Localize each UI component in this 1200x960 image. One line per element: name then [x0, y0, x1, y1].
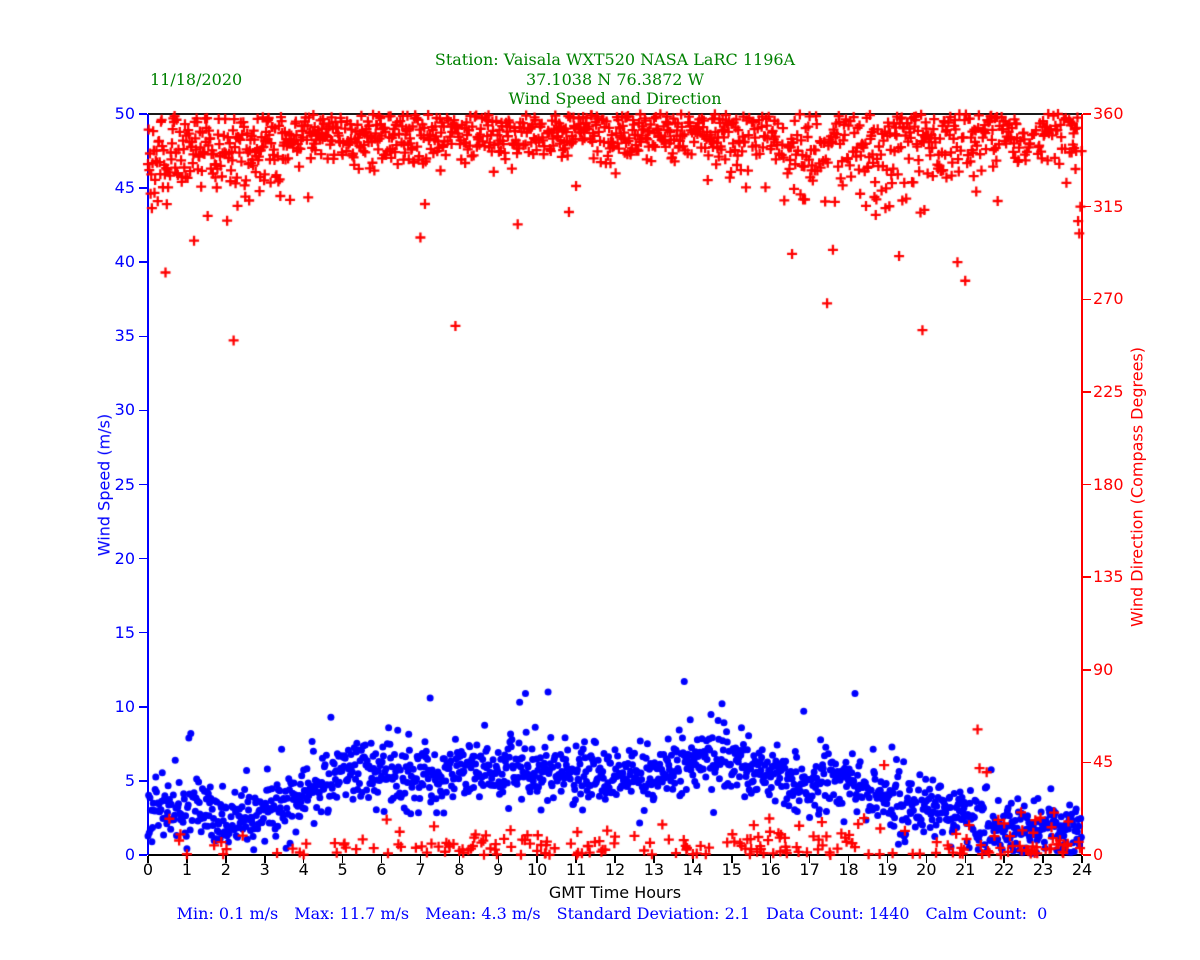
x-axis-label: GMT Time Hours [548, 883, 682, 902]
stats-line: Min: 0.1 m/s Max: 11.7 m/s Mean: 4.3 m/s St… [0, 904, 1200, 923]
stat-calm-count: Calm Count: 0 [925, 904, 1048, 923]
stat-std: Standard Deviation: 2.1 [556, 904, 751, 923]
stat-mean: Mean: 4.3 m/s [425, 904, 541, 923]
stat-data-count: Data Count: 1440 [766, 904, 910, 923]
stat-min: Min: 0.1 m/s [176, 904, 279, 923]
y-left-axis-label: Wind Speed (m/s) [94, 413, 114, 557]
y-right-axis-label: Wind Direction (Compass Degrees) [1127, 347, 1147, 627]
stat-max: Max: 11.7 m/s [294, 904, 410, 923]
